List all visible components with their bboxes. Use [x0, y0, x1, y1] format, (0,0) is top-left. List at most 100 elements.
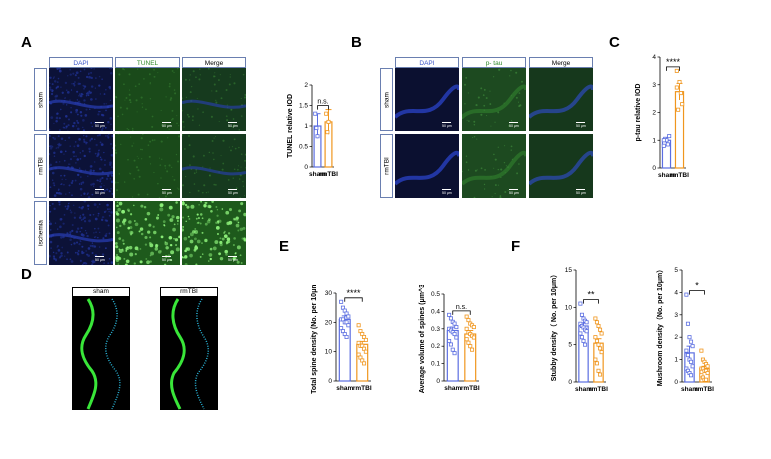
- micrograph-merge-sham-a: [182, 68, 246, 131]
- data-point: [344, 335, 349, 340]
- col-header-merge-a: Merge: [182, 57, 246, 68]
- data-point: [362, 361, 367, 366]
- panel-label-b: B: [351, 34, 362, 51]
- panel-label-f: F: [511, 238, 521, 255]
- micrograph-merge-sham-b: [529, 68, 593, 131]
- scale-bar: 50 μm: [576, 189, 586, 195]
- data-point: [594, 338, 599, 343]
- micrograph-ptau-sham: [462, 68, 526, 131]
- scale-bar: 50 μm: [228, 122, 238, 128]
- significance-bracket: [666, 66, 680, 71]
- micrograph-merge-rmtbi-a: [182, 134, 246, 198]
- scale-bar: 50 μm: [509, 189, 519, 195]
- row-header-rmtbi-b: rmTBI: [380, 134, 393, 198]
- data-point: [684, 292, 689, 297]
- data-point: [581, 338, 586, 343]
- data-point: [470, 347, 475, 352]
- y-tick-label: 4: [652, 54, 656, 61]
- data-point: [678, 91, 683, 96]
- y-tick-label: 5: [674, 267, 678, 274]
- data-point: [313, 111, 318, 116]
- scale-bar: 50 μm: [162, 256, 172, 262]
- y-axis-label: TUNEL relative IOD: [287, 94, 294, 158]
- data-point: [584, 329, 589, 334]
- scale-bar: 50 μm: [95, 122, 105, 128]
- x-tick-label: sham: [309, 171, 326, 178]
- y-tick-label: 0.5: [431, 291, 440, 298]
- panel-label-d: D: [21, 266, 32, 283]
- x-tick-label: sham: [444, 385, 461, 392]
- row-header-sham-a: sham: [34, 68, 47, 131]
- data-point: [466, 340, 471, 345]
- y-tick-label: 0.4: [431, 308, 440, 315]
- data-point: [578, 301, 583, 306]
- data-point: [687, 335, 692, 340]
- y-axis-label: Total spine density (No. per 10μm): [311, 285, 318, 394]
- data-point: [674, 85, 679, 90]
- scale-bar: 50 μm: [162, 122, 172, 128]
- scale-bar: 50 μm: [95, 189, 105, 195]
- data-point: [685, 353, 690, 358]
- data-point: [447, 338, 452, 343]
- scale-bar: 50 μm: [228, 189, 238, 195]
- micrograph-tunel-rmtbi: [115, 134, 180, 198]
- y-tick-label: 0.1: [431, 361, 440, 368]
- panel-label-a: A: [21, 34, 32, 51]
- y-tick-label: 10: [325, 349, 333, 356]
- data-point: [315, 134, 320, 139]
- data-point: [584, 320, 589, 325]
- x-tick-label: sham: [681, 386, 698, 393]
- scale-bar: 50 μm: [162, 189, 172, 195]
- data-point: [705, 364, 710, 369]
- significance-bracket: [583, 299, 599, 304]
- micrograph-merge-ischemia: [182, 201, 246, 265]
- data-point: [676, 107, 681, 112]
- data-point: [339, 299, 344, 304]
- significance-label: ****: [346, 288, 361, 298]
- data-point: [704, 377, 709, 382]
- data-point: [665, 142, 670, 147]
- data-point: [599, 331, 604, 336]
- y-axis-label: Stubby density（ No. per 10μm）: [550, 271, 558, 381]
- data-point: [454, 325, 459, 330]
- data-point: [680, 102, 685, 107]
- y-tick-label: 1: [674, 357, 678, 364]
- y-tick-label: 0: [436, 378, 440, 385]
- data-point: [324, 111, 329, 116]
- col-header-dapi-a: DAPI: [49, 57, 113, 68]
- data-point: [452, 332, 457, 337]
- chart-body: 0 10 20 30 sham rmTBI **** Total spine density …: [311, 285, 372, 394]
- micrograph-dapi-rmtbi-a: [49, 134, 113, 198]
- data-point: [667, 134, 672, 139]
- y-axis-label: p-tau relative IOD: [635, 84, 642, 142]
- panel-label-c: C: [609, 34, 620, 51]
- data-point: [594, 361, 599, 366]
- panel-label-e: E: [279, 238, 290, 255]
- data-point: [346, 323, 351, 328]
- y-tick-label: 2: [652, 110, 656, 117]
- data-point: [452, 351, 457, 356]
- significance-label: ****: [666, 57, 681, 67]
- data-point: [598, 346, 603, 351]
- data-point: [452, 321, 457, 326]
- data-point: [593, 316, 598, 321]
- data-point: [599, 350, 604, 355]
- x-tick-label: rmTBI: [589, 386, 608, 393]
- row-header-ischemia: ischemia: [34, 201, 47, 265]
- data-point: [661, 138, 666, 143]
- y-tick-label: 5: [568, 342, 572, 349]
- micrograph-dapi-rmtbi-b: [395, 134, 459, 198]
- data-point: [699, 348, 704, 353]
- col-header-dapi-b: DAPI: [395, 57, 459, 68]
- data-point: [464, 337, 469, 342]
- scale-bar: 50 μm: [442, 122, 452, 128]
- x-tick-label: rmTBI: [319, 171, 338, 178]
- data-point: [594, 320, 599, 325]
- y-tick-label: 15: [565, 267, 573, 274]
- y-tick-label: 2: [674, 334, 678, 341]
- data-point: [466, 318, 471, 323]
- col-header-tunel: TUNEL: [115, 57, 180, 68]
